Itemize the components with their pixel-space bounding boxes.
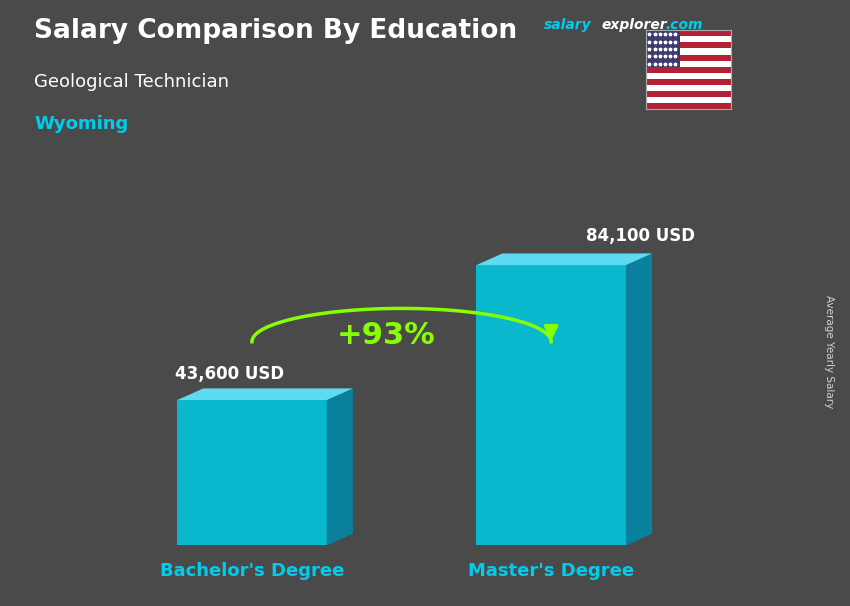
Bar xyxy=(646,91,731,97)
Polygon shape xyxy=(476,253,652,265)
Bar xyxy=(646,61,731,67)
Bar xyxy=(646,48,731,55)
Polygon shape xyxy=(626,253,652,545)
Text: 43,600 USD: 43,600 USD xyxy=(175,365,284,384)
Text: +93%: +93% xyxy=(337,321,436,350)
Text: .com: .com xyxy=(666,18,703,32)
Polygon shape xyxy=(326,388,353,545)
Text: Wyoming: Wyoming xyxy=(34,115,128,133)
Text: Geological Technician: Geological Technician xyxy=(34,73,229,91)
Bar xyxy=(646,30,731,36)
Bar xyxy=(646,42,731,48)
Bar xyxy=(646,73,731,79)
Bar xyxy=(646,103,731,109)
Text: Salary Comparison By Education: Salary Comparison By Education xyxy=(34,18,517,44)
Bar xyxy=(646,36,731,42)
Bar xyxy=(646,30,680,67)
Text: Average Yearly Salary: Average Yearly Salary xyxy=(824,295,834,408)
Text: explorer: explorer xyxy=(602,18,667,32)
Bar xyxy=(646,79,731,85)
Text: 84,100 USD: 84,100 USD xyxy=(586,227,695,245)
Bar xyxy=(646,55,731,61)
Text: salary: salary xyxy=(544,18,592,32)
Polygon shape xyxy=(177,400,326,545)
Polygon shape xyxy=(177,388,353,400)
Bar xyxy=(646,67,731,73)
Bar xyxy=(646,85,731,91)
Polygon shape xyxy=(476,265,626,545)
Bar xyxy=(646,97,731,103)
